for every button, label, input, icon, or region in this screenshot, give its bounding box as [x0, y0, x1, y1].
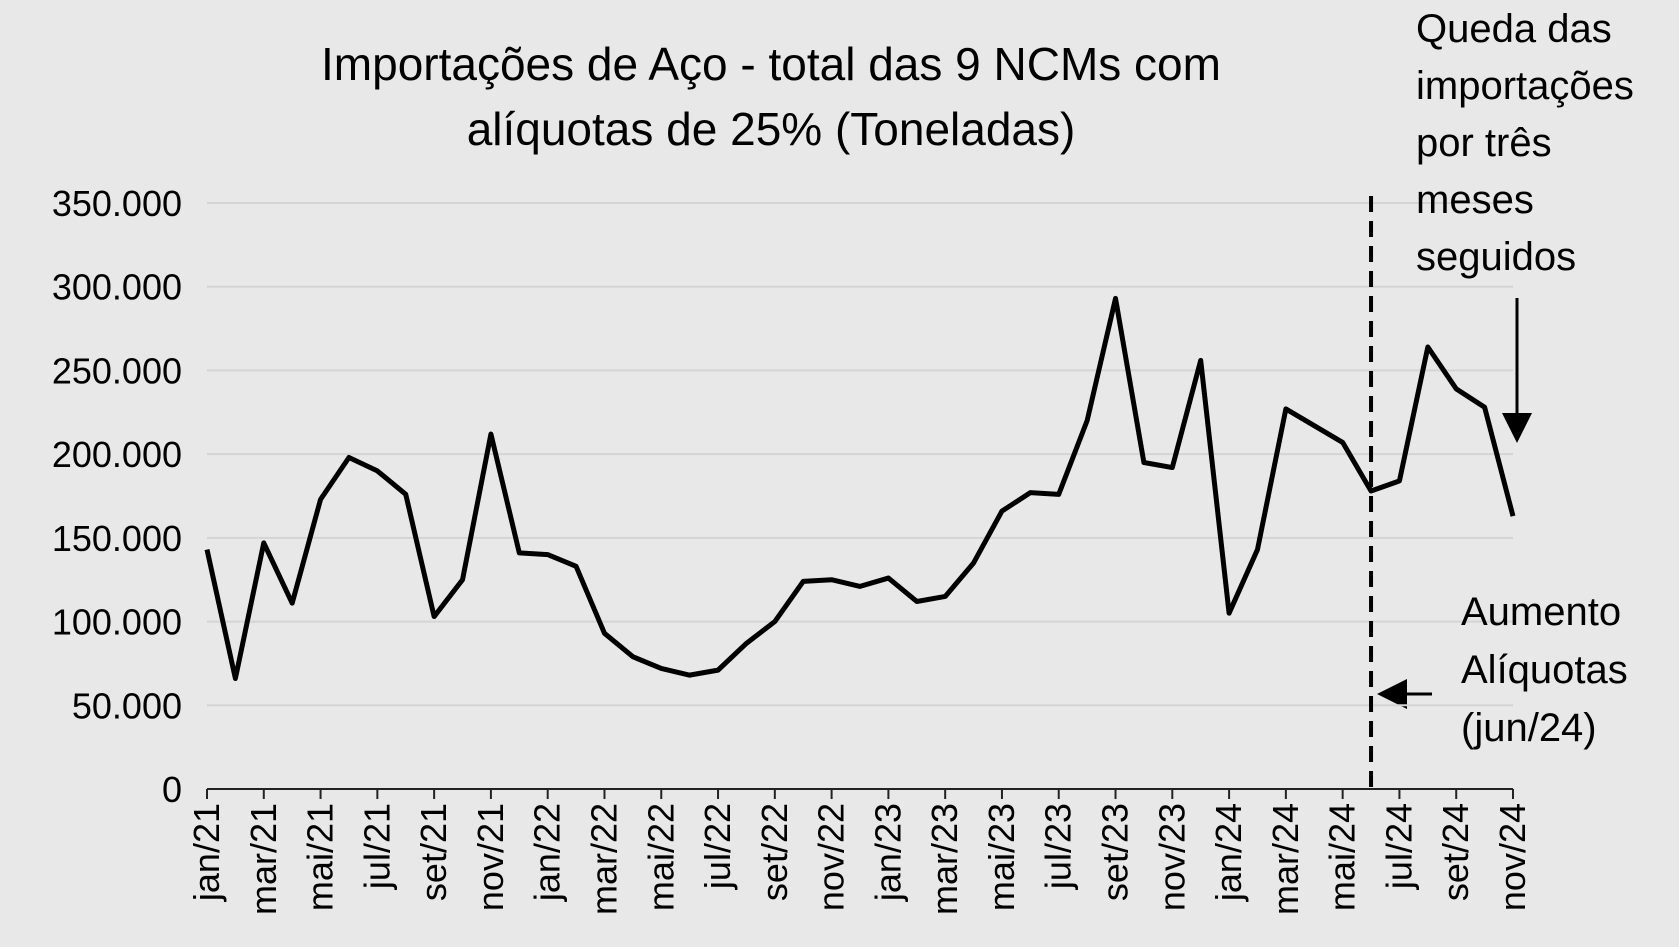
- line-series: [204, 295, 1516, 681]
- y-tick-label: 200.000: [52, 434, 182, 475]
- y-tick-label: 300.000: [52, 267, 182, 308]
- x-tick-label: mai/22: [640, 803, 681, 911]
- y-tick-label: 250.000: [52, 350, 182, 391]
- x-tick-label: nov/23: [1151, 803, 1192, 911]
- x-tick-label: set/21: [413, 803, 454, 901]
- x-tick-label: jul/23: [1038, 803, 1079, 890]
- annotation: seguidos: [1416, 235, 1576, 279]
- x-tick-label: jan/22: [527, 803, 568, 902]
- y-tick-label: 0: [162, 769, 182, 810]
- x-tick-label: set/24: [1435, 803, 1476, 901]
- x-tick-label: mai/24: [1322, 803, 1363, 911]
- x-tick-label: mar/24: [1265, 803, 1306, 915]
- x-tick-label: mar/22: [583, 803, 624, 915]
- x-tick-label: jul/22: [697, 803, 738, 890]
- chart-title: Importações de Aço - total das 9 NCMs co…: [321, 38, 1221, 90]
- x-tick-label: mar/21: [243, 803, 284, 915]
- x-tick-label: jul/24: [1378, 803, 1419, 890]
- annotation: meses: [1416, 178, 1534, 222]
- annotation: importações: [1416, 64, 1634, 108]
- x-tick-label: jan/21: [186, 803, 227, 902]
- x-tick-label: mar/23: [924, 803, 965, 915]
- x-tick-label: mai/23: [981, 803, 1022, 911]
- x-tick-label: nov/24: [1492, 803, 1533, 911]
- y-tick-label: 350.000: [52, 183, 182, 224]
- x-tick-label: jan/23: [867, 803, 908, 902]
- x-tick-label: nov/22: [811, 803, 852, 911]
- annotation: Aumento: [1461, 590, 1621, 634]
- x-tick-label: set/23: [1095, 803, 1136, 901]
- y-tick-label: 150.000: [52, 518, 182, 559]
- x-tick-label: mai/21: [300, 803, 341, 911]
- x-tick-label: nov/21: [470, 803, 511, 911]
- y-tick-label: 100.000: [52, 602, 182, 643]
- annotation: por três: [1416, 121, 1552, 165]
- annotation: (jun/24): [1461, 706, 1597, 750]
- annotation: Alíquotas: [1461, 648, 1628, 692]
- x-tick-label: jul/21: [356, 803, 397, 890]
- x-tick-label: jan/24: [1208, 803, 1249, 902]
- chart-title: alíquotas de 25% (Toneladas): [467, 103, 1076, 155]
- x-tick-label: set/22: [754, 803, 795, 901]
- annotation: Queda das: [1416, 7, 1612, 51]
- y-tick-label: 50.000: [72, 685, 182, 726]
